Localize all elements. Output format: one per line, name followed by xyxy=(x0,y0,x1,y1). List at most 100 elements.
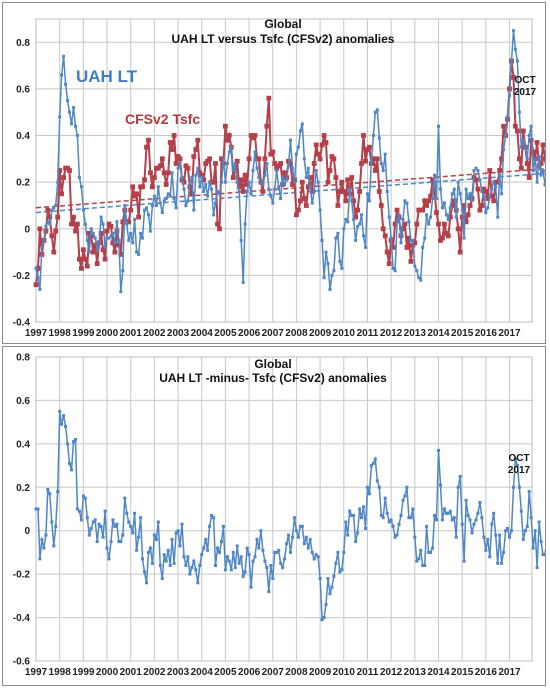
difference-data-point xyxy=(440,518,444,522)
x-tick-label: 2016 xyxy=(475,667,498,678)
cfsv2-data-point xyxy=(185,165,191,171)
uah-data-point xyxy=(488,194,492,198)
uah-data-point xyxy=(358,222,362,226)
uah-data-point xyxy=(322,276,326,280)
uah-data-point xyxy=(34,266,38,270)
difference-data-point xyxy=(377,485,381,489)
cfsv2-data-point xyxy=(71,214,76,220)
uah-data-point xyxy=(492,180,496,184)
cfsv2-data-point xyxy=(412,240,418,246)
cfsv2-data-point xyxy=(307,175,313,180)
difference-data-point xyxy=(105,546,109,550)
uah-data-point xyxy=(233,162,237,165)
cfsv2-data-point xyxy=(341,189,347,194)
x-tick-label: 1997 xyxy=(25,667,48,678)
difference-data-point xyxy=(348,509,352,513)
uah-data-point xyxy=(269,194,273,198)
cfsv2-data-point xyxy=(104,228,110,234)
difference-data-point xyxy=(421,564,425,567)
difference-data-point xyxy=(147,550,150,554)
cfsv2-data-point xyxy=(445,233,451,239)
difference-data-point xyxy=(162,553,166,557)
y-tick-label: 0 xyxy=(24,526,30,537)
difference-data-point xyxy=(103,509,107,513)
uah-data-point xyxy=(109,234,113,238)
uah-data-point xyxy=(425,213,429,217)
cfsv2-data-point xyxy=(197,170,203,176)
top-chart-title: Global xyxy=(264,17,301,31)
x-tick-label: 2005 xyxy=(214,667,237,678)
uah-data-point xyxy=(141,236,144,240)
uah-data-point xyxy=(324,250,328,254)
difference-data-point xyxy=(472,522,476,526)
difference-data-point xyxy=(168,564,172,567)
uah-data-point xyxy=(439,187,442,191)
cfsv2-data-point xyxy=(157,163,163,169)
difference-data-point xyxy=(225,555,229,559)
cfsv2-data-point xyxy=(217,226,222,232)
difference-data-point xyxy=(261,548,265,552)
difference-data-point xyxy=(466,514,470,517)
difference-data-point xyxy=(433,514,436,517)
uah-data-point xyxy=(466,197,470,200)
difference-data-point xyxy=(508,535,511,539)
uah-data-point xyxy=(127,238,131,242)
uah-data-point xyxy=(320,238,324,242)
uah-data-point xyxy=(298,129,302,133)
uah-data-point xyxy=(383,152,387,156)
uah-data-point xyxy=(502,148,506,151)
difference-data-point xyxy=(381,516,385,520)
uah-data-point xyxy=(162,199,166,203)
uah-data-point xyxy=(48,222,52,226)
cfsv2-data-point xyxy=(331,156,337,162)
difference-data-point xyxy=(527,490,531,494)
uah-data-point xyxy=(504,134,508,137)
cfsv2-data-point xyxy=(534,140,540,145)
cfsv2-data-point xyxy=(35,266,41,271)
difference-data-point xyxy=(454,535,458,539)
difference-data-point xyxy=(498,533,502,537)
cfsv2-data-point xyxy=(359,161,364,166)
cfsv2-data-point xyxy=(449,203,455,208)
uah-data-point xyxy=(81,208,85,212)
cfsv2-data-point xyxy=(223,123,228,129)
difference-data-point xyxy=(379,514,383,517)
uah-data-point xyxy=(255,166,259,170)
cfsv2-data-point xyxy=(252,133,258,138)
x-tick-label: 2005 xyxy=(214,328,237,339)
cfsv2-data-point xyxy=(299,179,305,185)
uah-data-point xyxy=(348,187,352,191)
uah-data-point xyxy=(249,192,253,196)
uah-data-point xyxy=(314,169,318,172)
uah-data-point xyxy=(411,238,415,242)
uah-data-point xyxy=(186,199,190,203)
top-chart-x-ticks: 1997 1998 1999 2000 2001 2002 2003 2004 2005 2006… xyxy=(25,328,521,339)
difference-data-point xyxy=(109,540,113,544)
x-tick-label: 2009 xyxy=(309,328,332,339)
x-tick-label: 2013 xyxy=(404,667,427,678)
uah-data-point xyxy=(194,173,198,177)
uah-data-point xyxy=(83,222,87,226)
difference-data-point xyxy=(287,533,290,537)
difference-data-point xyxy=(482,535,486,539)
difference-data-point xyxy=(468,518,472,522)
difference-data-point xyxy=(452,516,456,520)
uah-data-point xyxy=(113,241,117,245)
difference-data-point xyxy=(373,457,377,461)
cfsv2-data-point xyxy=(376,189,382,194)
difference-data-point xyxy=(395,533,399,537)
cfsv2-data-point xyxy=(518,165,524,171)
uah-data-point xyxy=(462,236,466,240)
uah-data-point xyxy=(79,185,83,189)
uah-data-point xyxy=(182,187,186,191)
difference-data-point xyxy=(405,485,409,489)
uah-data-point xyxy=(379,162,383,165)
uah-data-point xyxy=(448,206,452,210)
difference-data-point xyxy=(133,511,137,515)
x-tick-label: 2017 xyxy=(498,328,521,339)
cfsv2-data-point xyxy=(159,156,165,162)
difference-data-point xyxy=(204,537,208,541)
difference-data-point xyxy=(247,553,251,557)
uah-data-point xyxy=(464,187,468,191)
x-tick-label: 2002 xyxy=(143,328,166,339)
